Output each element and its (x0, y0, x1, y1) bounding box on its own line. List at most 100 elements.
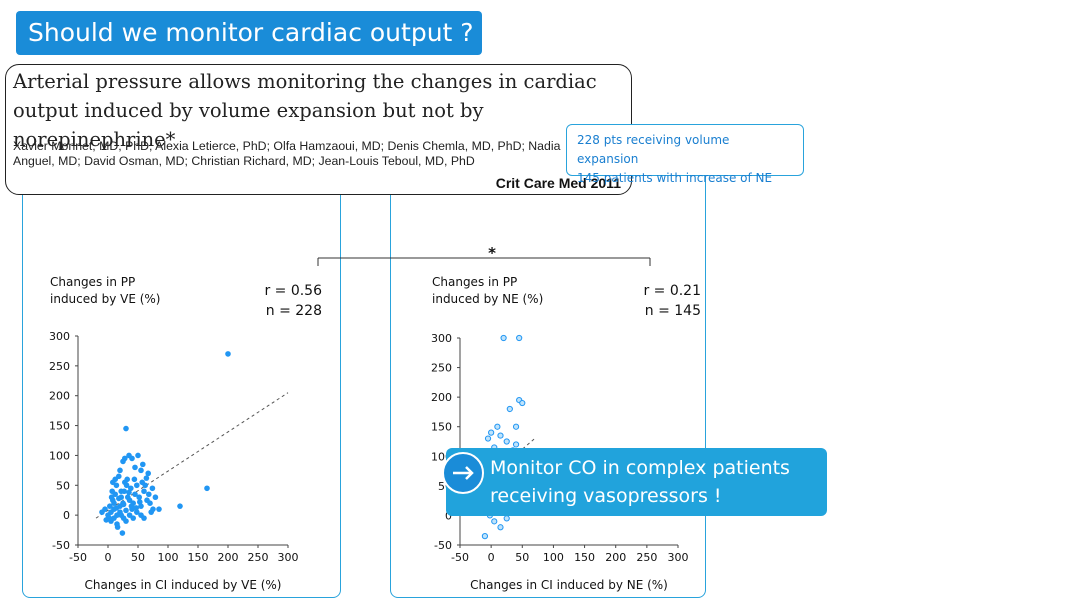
data-point (119, 530, 126, 536)
data-point (177, 503, 183, 509)
data-point (103, 517, 109, 523)
x-tick-label: 250 (248, 551, 269, 564)
stat-r: r = 0.21 (643, 283, 701, 299)
paper-authors: Xavier Monnet, MD, PhD; Alexia Letierce,… (13, 139, 561, 168)
data-point (484, 435, 492, 442)
data-point (481, 533, 489, 540)
data-point (134, 509, 140, 515)
y-axis-label-line1: Changes in PP (50, 275, 135, 289)
data-point (140, 461, 146, 468)
data-point (113, 505, 120, 511)
callout-line-1: Monitor CO in complex patients (490, 457, 790, 479)
data-point (123, 482, 130, 489)
data-point (117, 467, 123, 474)
data-point (512, 441, 520, 448)
ve-scatter-plot: Changes in PP induced by VE (%) r = 0.56 n … (49, 275, 322, 592)
data-point (152, 494, 159, 501)
data-point (128, 503, 135, 509)
y-axis-label-line1: Changes in PP (432, 275, 517, 289)
significance-star: * (488, 244, 496, 262)
data-point (149, 485, 156, 492)
data-point (132, 491, 138, 498)
x-tick-label: 0 (488, 551, 495, 564)
significance-bracket: * (317, 244, 651, 266)
data-point (156, 506, 162, 512)
y-tick-label: 300 (431, 332, 452, 345)
info-line-ve: 228 pts receiving volume expansion (577, 133, 730, 166)
data-point (132, 464, 138, 471)
y-axis-label-line2: induced by VE (%) (50, 292, 160, 306)
x-tick-label: 0 (105, 551, 112, 564)
data-point (133, 505, 139, 511)
ne-scatter-plot: Changes in PP induced by NE (%) r = 0.21 n … (431, 275, 701, 592)
data-point (497, 524, 504, 531)
y-tick-label: 0 (63, 509, 70, 522)
data-point (126, 497, 133, 504)
stat-n: n = 228 (266, 303, 322, 319)
data-point (516, 334, 523, 342)
data-point (114, 524, 121, 530)
data-point (148, 509, 154, 515)
x-tick-label: 100 (543, 551, 564, 564)
data-point (141, 515, 147, 521)
x-tick-label: 200 (605, 551, 626, 564)
data-point (124, 476, 130, 483)
stat-n: n = 145 (645, 303, 701, 319)
y-axis-label-line2: induced by NE (%) (432, 292, 543, 306)
data-point (120, 501, 127, 508)
study-info-box: 228 pts receiving volume expansion 145 p… (566, 124, 804, 185)
paper-citation-box: Arterial pressure allows monitoring the … (5, 64, 632, 195)
data-point (136, 494, 142, 501)
data-point (134, 482, 140, 489)
y-tick-label: 200 (49, 390, 70, 403)
data-point (118, 494, 124, 501)
right-plot-panel (390, 160, 706, 598)
data-point (120, 458, 126, 465)
data-point (131, 476, 138, 483)
data-point (121, 488, 127, 495)
x-tick-label: 50 (131, 551, 145, 564)
paper-title: Arterial pressure allows monitoring the … (13, 70, 597, 151)
callout-line-2: receiving vasopressors ! (490, 485, 722, 507)
data-point (143, 475, 150, 481)
data-point (512, 423, 520, 430)
paper-journal: Crit Care Med 2011 (495, 175, 621, 191)
data-point (145, 470, 151, 477)
data-point (111, 515, 117, 521)
y-tick-label: 250 (49, 360, 70, 373)
data-point (138, 467, 144, 474)
data-point (137, 499, 143, 505)
y-tick-label: 100 (49, 449, 70, 462)
data-point (99, 509, 105, 515)
y-tick-label: 150 (431, 421, 452, 434)
x-tick-label: 150 (188, 551, 209, 564)
data-point (110, 479, 116, 486)
x-tick-label: 50 (515, 551, 529, 564)
slide-title: Should we monitor cardiac output ? (16, 11, 482, 55)
x-tick-label: -50 (451, 551, 469, 564)
data-point (141, 488, 147, 495)
x-tick-label: 250 (636, 551, 657, 564)
left-plot-panel (22, 160, 341, 598)
data-point (519, 399, 526, 407)
trend-line (95, 392, 289, 519)
data-point (147, 500, 153, 507)
x-tick-label: 300 (278, 551, 299, 564)
data-point (225, 351, 231, 357)
data-point (109, 488, 115, 495)
callout-arrow-badge (442, 452, 484, 494)
y-tick-label: 50 (56, 479, 70, 492)
y-tick-label: 300 (49, 330, 70, 343)
data-point (123, 518, 129, 524)
data-point (139, 479, 145, 486)
data-point (108, 494, 115, 501)
y-tick-label: -50 (52, 539, 70, 552)
x-tick-label: 300 (668, 551, 689, 564)
data-point (123, 507, 129, 514)
x-tick-label: 200 (218, 551, 239, 564)
x-axis-label: Changes in CI induced by NE (%) (470, 578, 668, 592)
data-point (111, 500, 117, 507)
y-tick-label: 250 (431, 362, 452, 375)
stat-r: r = 0.56 (264, 283, 322, 299)
